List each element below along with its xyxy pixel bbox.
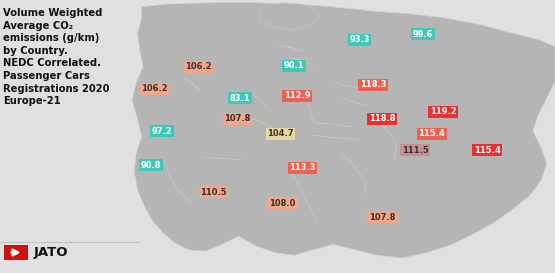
Polygon shape: [258, 3, 319, 30]
Text: 106.2: 106.2: [185, 63, 212, 71]
Text: 108.0: 108.0: [269, 199, 295, 208]
Text: 99.6: 99.6: [412, 30, 433, 38]
Text: 110.5: 110.5: [200, 188, 227, 197]
Text: JATO: JATO: [33, 246, 68, 259]
Text: 90.8: 90.8: [141, 161, 161, 170]
Text: 111.5: 111.5: [402, 146, 428, 155]
Text: 115.4: 115.4: [474, 146, 501, 155]
Text: 115.4: 115.4: [418, 129, 445, 138]
Text: 83.1: 83.1: [229, 94, 250, 103]
Text: 119.2: 119.2: [430, 108, 456, 116]
Text: 93.3: 93.3: [350, 35, 370, 44]
Text: 90.1: 90.1: [284, 61, 305, 70]
Text: 107.8: 107.8: [224, 114, 251, 123]
Text: 106.2: 106.2: [141, 84, 168, 93]
Polygon shape: [132, 3, 555, 258]
Text: Volume Weighted
Average CO₂
emissions (g/km)
by Country.
NEDC Correlated.
Passen: Volume Weighted Average CO₂ emissions (g…: [3, 8, 109, 106]
Text: 118.8: 118.8: [369, 114, 395, 123]
Text: 112.9: 112.9: [284, 91, 310, 100]
Text: 113.3: 113.3: [289, 164, 316, 172]
FancyBboxPatch shape: [4, 245, 28, 260]
Text: 107.8: 107.8: [369, 213, 395, 221]
Text: 97.2: 97.2: [152, 127, 173, 135]
Text: 118.3: 118.3: [360, 80, 386, 89]
Text: 104.7: 104.7: [267, 129, 294, 138]
